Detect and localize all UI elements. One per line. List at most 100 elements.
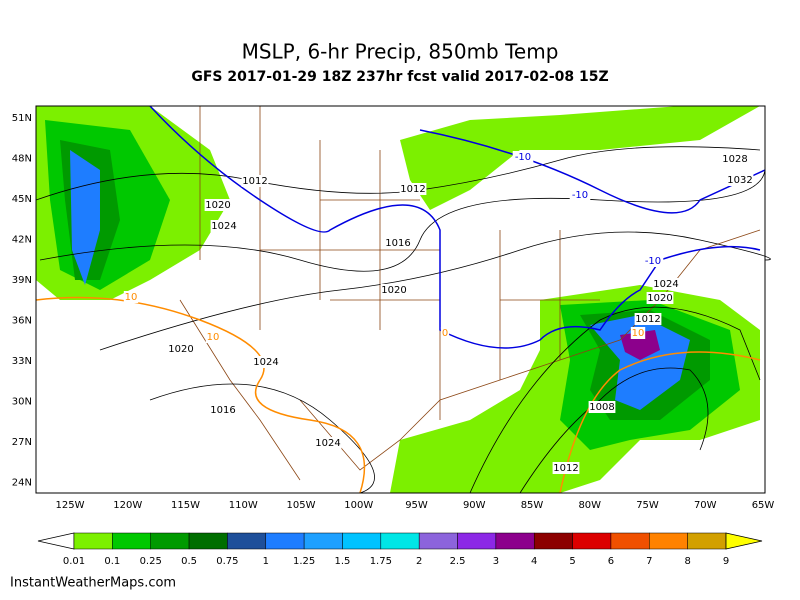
isobar-label-bg <box>241 175 269 187</box>
isobar-label: 1012 <box>400 184 425 195</box>
lon-label: 125W <box>56 500 85 511</box>
lat-label: 24N <box>12 478 32 489</box>
isobar-label: 1024 <box>653 279 678 290</box>
isobar-label-bg <box>634 313 662 325</box>
isobar-label-bg <box>167 343 195 355</box>
colorbar-label: 6 <box>608 556 614 567</box>
isobar-label: 1020 <box>647 293 672 304</box>
lat-label: 45N <box>12 194 32 205</box>
subtitle: GFS 2017-01-29 18Z 237hr fcst valid 2017… <box>191 69 608 85</box>
temp-label: -10 <box>645 256 661 267</box>
temp-label-bg <box>630 327 646 339</box>
isobar-label: 1024 <box>315 438 340 449</box>
isobar-label: 1028 <box>722 154 747 165</box>
colorbar-label: 1.75 <box>370 556 392 567</box>
isobar-label: 1020 <box>381 285 406 296</box>
isobar-label: 1012 <box>242 176 267 187</box>
colorbar-swatch <box>188 532 228 550</box>
isobar-label: 1024 <box>253 357 278 368</box>
lat-label: 42N <box>12 235 32 246</box>
colorbar-label: 1.5 <box>335 556 351 567</box>
temp-label-bg <box>205 331 221 343</box>
lat-label: 39N <box>12 275 32 286</box>
lon-label: 80W <box>578 500 601 511</box>
isobar-label: 1020 <box>205 200 230 211</box>
colorbar-swatch <box>380 532 420 550</box>
isobar-label-bg <box>384 237 412 249</box>
colorbar-swatch <box>649 532 688 550</box>
colorbar-swatch <box>457 532 497 550</box>
colorbar-swatch <box>227 532 267 550</box>
isobar-label: 1024 <box>211 221 236 232</box>
lon-label: 100W <box>344 500 373 511</box>
isobar-label-bg <box>552 462 580 474</box>
isobar-label-bg <box>380 284 408 296</box>
lon-label: 70W <box>694 500 717 511</box>
temp-label-bg <box>123 291 139 303</box>
isobar-label-bg <box>204 199 232 211</box>
lat-label: 30N <box>12 397 32 408</box>
colorbar-swatch <box>495 532 535 550</box>
colorbar-label: 0.75 <box>216 556 238 567</box>
lon-label: 105W <box>287 500 316 511</box>
isobar-label-bg <box>726 174 754 186</box>
colorbar-label: 7 <box>646 556 652 567</box>
temp-label: -10 <box>515 152 531 163</box>
isobar-label-bg <box>209 404 237 416</box>
isobar-label: 1012 <box>635 314 660 325</box>
colorbar-swatch <box>687 532 727 550</box>
colorbar-swatch <box>342 532 382 550</box>
colorbar: 0.01 0.1 0.25 0.5 0.75 1 1.25 1.5 1.75 2 2.5 3 4 5 6 7 8… <box>37 532 763 567</box>
credit: InstantWeatherMaps.com <box>10 576 176 591</box>
colorbar-swatch <box>73 532 113 550</box>
colorbar-label: 2.5 <box>450 556 466 567</box>
isobar-label: 1012 <box>553 463 578 474</box>
temp-label-bg <box>642 255 664 267</box>
isobar-label: 1016 <box>385 238 410 249</box>
colorbar-label: 9 <box>723 556 729 567</box>
lon-label: 65W <box>752 500 775 511</box>
isobar-label-bg <box>399 183 427 195</box>
colorbar-label: 0.1 <box>104 556 120 567</box>
colorbar-swatch <box>533 532 573 550</box>
colorbar-low-end <box>37 532 75 550</box>
temp-label: 10 <box>632 328 645 339</box>
isobar-label-bg <box>721 153 749 165</box>
isobar-label-bg <box>652 278 680 290</box>
isobar-label: 1020 <box>168 344 193 355</box>
colorbar-label: 0.01 <box>63 556 85 567</box>
colorbar-swatch <box>418 532 458 550</box>
lon-label: 75W <box>636 500 659 511</box>
colorbar-label: 8 <box>684 556 690 567</box>
colorbar-swatch <box>150 532 190 550</box>
isobar-label-bg <box>314 437 342 449</box>
temp-label-bg <box>569 189 591 201</box>
lon-label: 115W <box>171 500 200 511</box>
temp-label-bg <box>440 327 450 339</box>
colorbar-label: 0.25 <box>140 556 162 567</box>
colorbar-swatch <box>112 532 151 550</box>
lon-label: 120W <box>113 500 142 511</box>
isobar-label-bg <box>252 356 280 368</box>
colorbar-label: 4 <box>531 556 537 567</box>
lat-label: 33N <box>12 356 32 367</box>
colorbar-label: 1 <box>263 556 269 567</box>
isobar-label: 1032 <box>727 175 752 186</box>
lat-label: 27N <box>12 437 32 448</box>
lon-label: 90W <box>463 500 486 511</box>
isobar-label-bg <box>210 220 238 232</box>
temp-label: 10 <box>125 292 138 303</box>
isobar-label-bg <box>646 292 674 304</box>
colorbar-swatch <box>572 532 612 550</box>
temp-label: 0 <box>442 328 448 339</box>
temp-label-bg <box>512 151 534 163</box>
colorbar-swatch <box>265 532 305 550</box>
temp-label: 10 <box>207 332 220 343</box>
lon-label: 95W <box>405 500 428 511</box>
colorbar-label: 3 <box>493 556 499 567</box>
colorbar-swatch <box>303 532 343 550</box>
lat-label: 48N <box>12 154 32 165</box>
lon-label: 85W <box>521 500 544 511</box>
colorbar-swatch <box>610 532 650 550</box>
